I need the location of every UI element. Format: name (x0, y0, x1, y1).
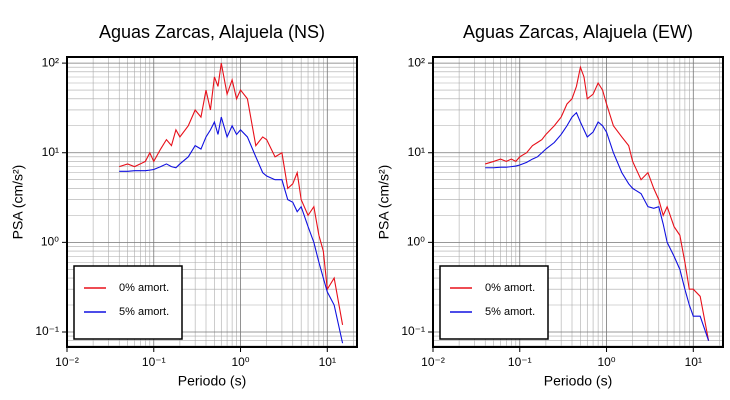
legend-label: 0% amort. (485, 282, 535, 294)
y-tick-label: 10⁻¹ (35, 324, 59, 338)
chart-title: Aguas Zarcas, Alajuela (EW) (463, 22, 693, 42)
y-tick-label: 10¹ (408, 145, 425, 159)
y-tick-label: 10² (408, 55, 425, 69)
x-tick-label: 10¹ (685, 355, 702, 369)
plot-frame (66, 56, 358, 348)
y-axis-label: PSA (cm/s²) (10, 165, 26, 240)
series-line (119, 63, 344, 325)
legend-label: 5% amort. (485, 306, 535, 318)
x-tick-label: 10⁰ (597, 355, 615, 369)
x-tick-label: 10⁰ (231, 355, 249, 369)
chart-title: Aguas Zarcas, Alajuela (NS) (99, 22, 325, 42)
y-axis-label: PSA (cm/s²) (376, 165, 392, 240)
x-tick-label: 10⁻² (55, 355, 79, 369)
x-tick-label: 10⁻¹ (508, 355, 532, 369)
x-tick-label: 10⁻² (421, 355, 445, 369)
y-tick-label: 10⁰ (41, 235, 59, 249)
x-tick-label: 10¹ (319, 355, 336, 369)
y-tick-label: 10¹ (42, 145, 59, 159)
series-line (485, 65, 710, 341)
series-line (485, 111, 710, 341)
legend-label: 5% amort. (119, 306, 169, 318)
legend-box (73, 265, 183, 340)
x-axis-label: Periodo (s) (544, 373, 612, 389)
x-tick-label: 10⁻¹ (142, 355, 166, 369)
legend-box (439, 265, 549, 340)
x-axis-label: Periodo (s) (178, 373, 246, 389)
y-tick-label: 10² (42, 55, 59, 69)
plot-frame (432, 56, 724, 348)
series-line (119, 116, 344, 344)
y-tick-label: 10⁻¹ (401, 324, 425, 338)
y-tick-label: 10⁰ (407, 235, 425, 249)
legend-label: 0% amort. (119, 282, 169, 294)
